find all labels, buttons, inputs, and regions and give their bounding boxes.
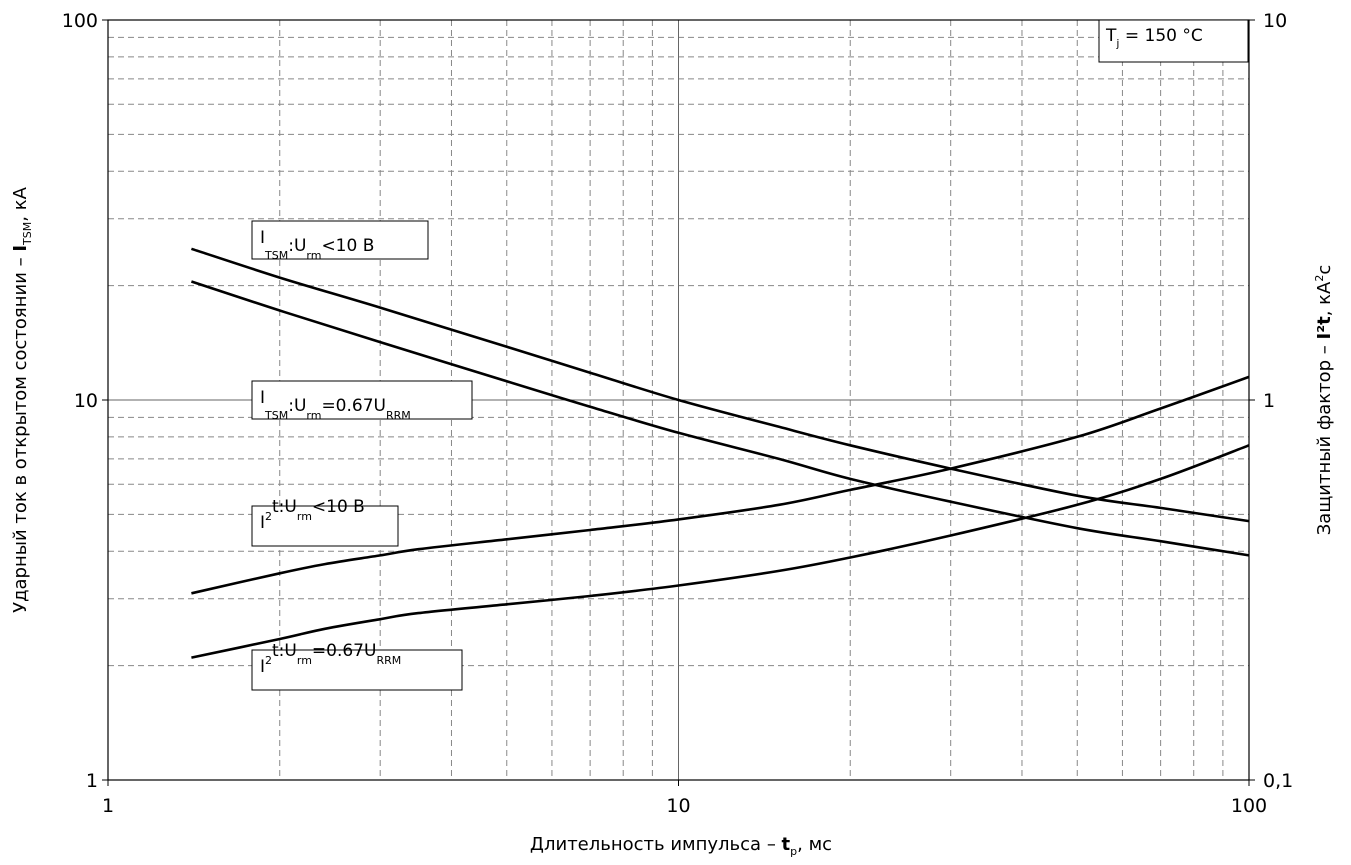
label-box: [251, 505, 399, 547]
label-text: I2t:Urm<10 В: [260, 497, 365, 533]
x-tick-label: 100: [1231, 795, 1267, 817]
x-axis-label: Длительность импульса – tp, мс: [530, 834, 832, 858]
y2-tick-label: 1: [1263, 390, 1275, 412]
i2t-067urrm-line: [191, 444, 1250, 659]
label-box: [251, 649, 463, 691]
itsm-067urrm-line: [190, 280, 1250, 557]
label-text: I2t:Urm=0.67URRM: [260, 641, 401, 677]
series-labels: ITSM:Urm<10 В ITSM:Urm=0.67URRM I2t:Urm<10…: [251, 220, 473, 691]
y-tick-label: 100: [62, 10, 98, 32]
tj-annotation: Tj = 150 °C: [1098, 19, 1249, 63]
label-box: [251, 380, 473, 420]
y2-tick-label: 0,1: [1263, 770, 1293, 792]
y-axis-label: Ударный ток в открытом состоянии – ITSM,…: [10, 186, 34, 612]
i2t-067urrm-label: I2t:Urm=0.67URRM: [251, 641, 463, 691]
y2-tick-label: 10: [1263, 10, 1287, 32]
i2t-low-voltage-line: [191, 375, 1250, 595]
y-tick-label: 10: [74, 390, 98, 412]
tj-text: Tj = 150 °C: [1105, 26, 1203, 50]
i2t-low-voltage-label: I2t:Urm<10 В: [251, 497, 399, 547]
tj-box: [1098, 19, 1249, 63]
itsm-low-voltage-label: ITSM:Urm<10 В: [251, 220, 429, 262]
label-box: [251, 220, 429, 260]
x-tick-label: 1: [102, 795, 114, 817]
x-tick-label: 10: [666, 795, 690, 817]
series-lines: [190, 247, 1250, 659]
label-text: ITSM:Urm<10 В: [260, 228, 374, 262]
y2-axis-label: Защитный фактор – I²t, кА2с: [1313, 265, 1335, 536]
itsm-low-voltage-line: [190, 247, 1250, 523]
y-tick-label: 1: [86, 770, 98, 792]
label-text: ITSM:Urm=0.67URRM: [260, 388, 411, 422]
axis-ticks: 1 10 100 1 10 100 0,1 1 10: [62, 10, 1293, 817]
itsm-067urrm-label: ITSM:Urm=0.67URRM: [251, 380, 473, 422]
